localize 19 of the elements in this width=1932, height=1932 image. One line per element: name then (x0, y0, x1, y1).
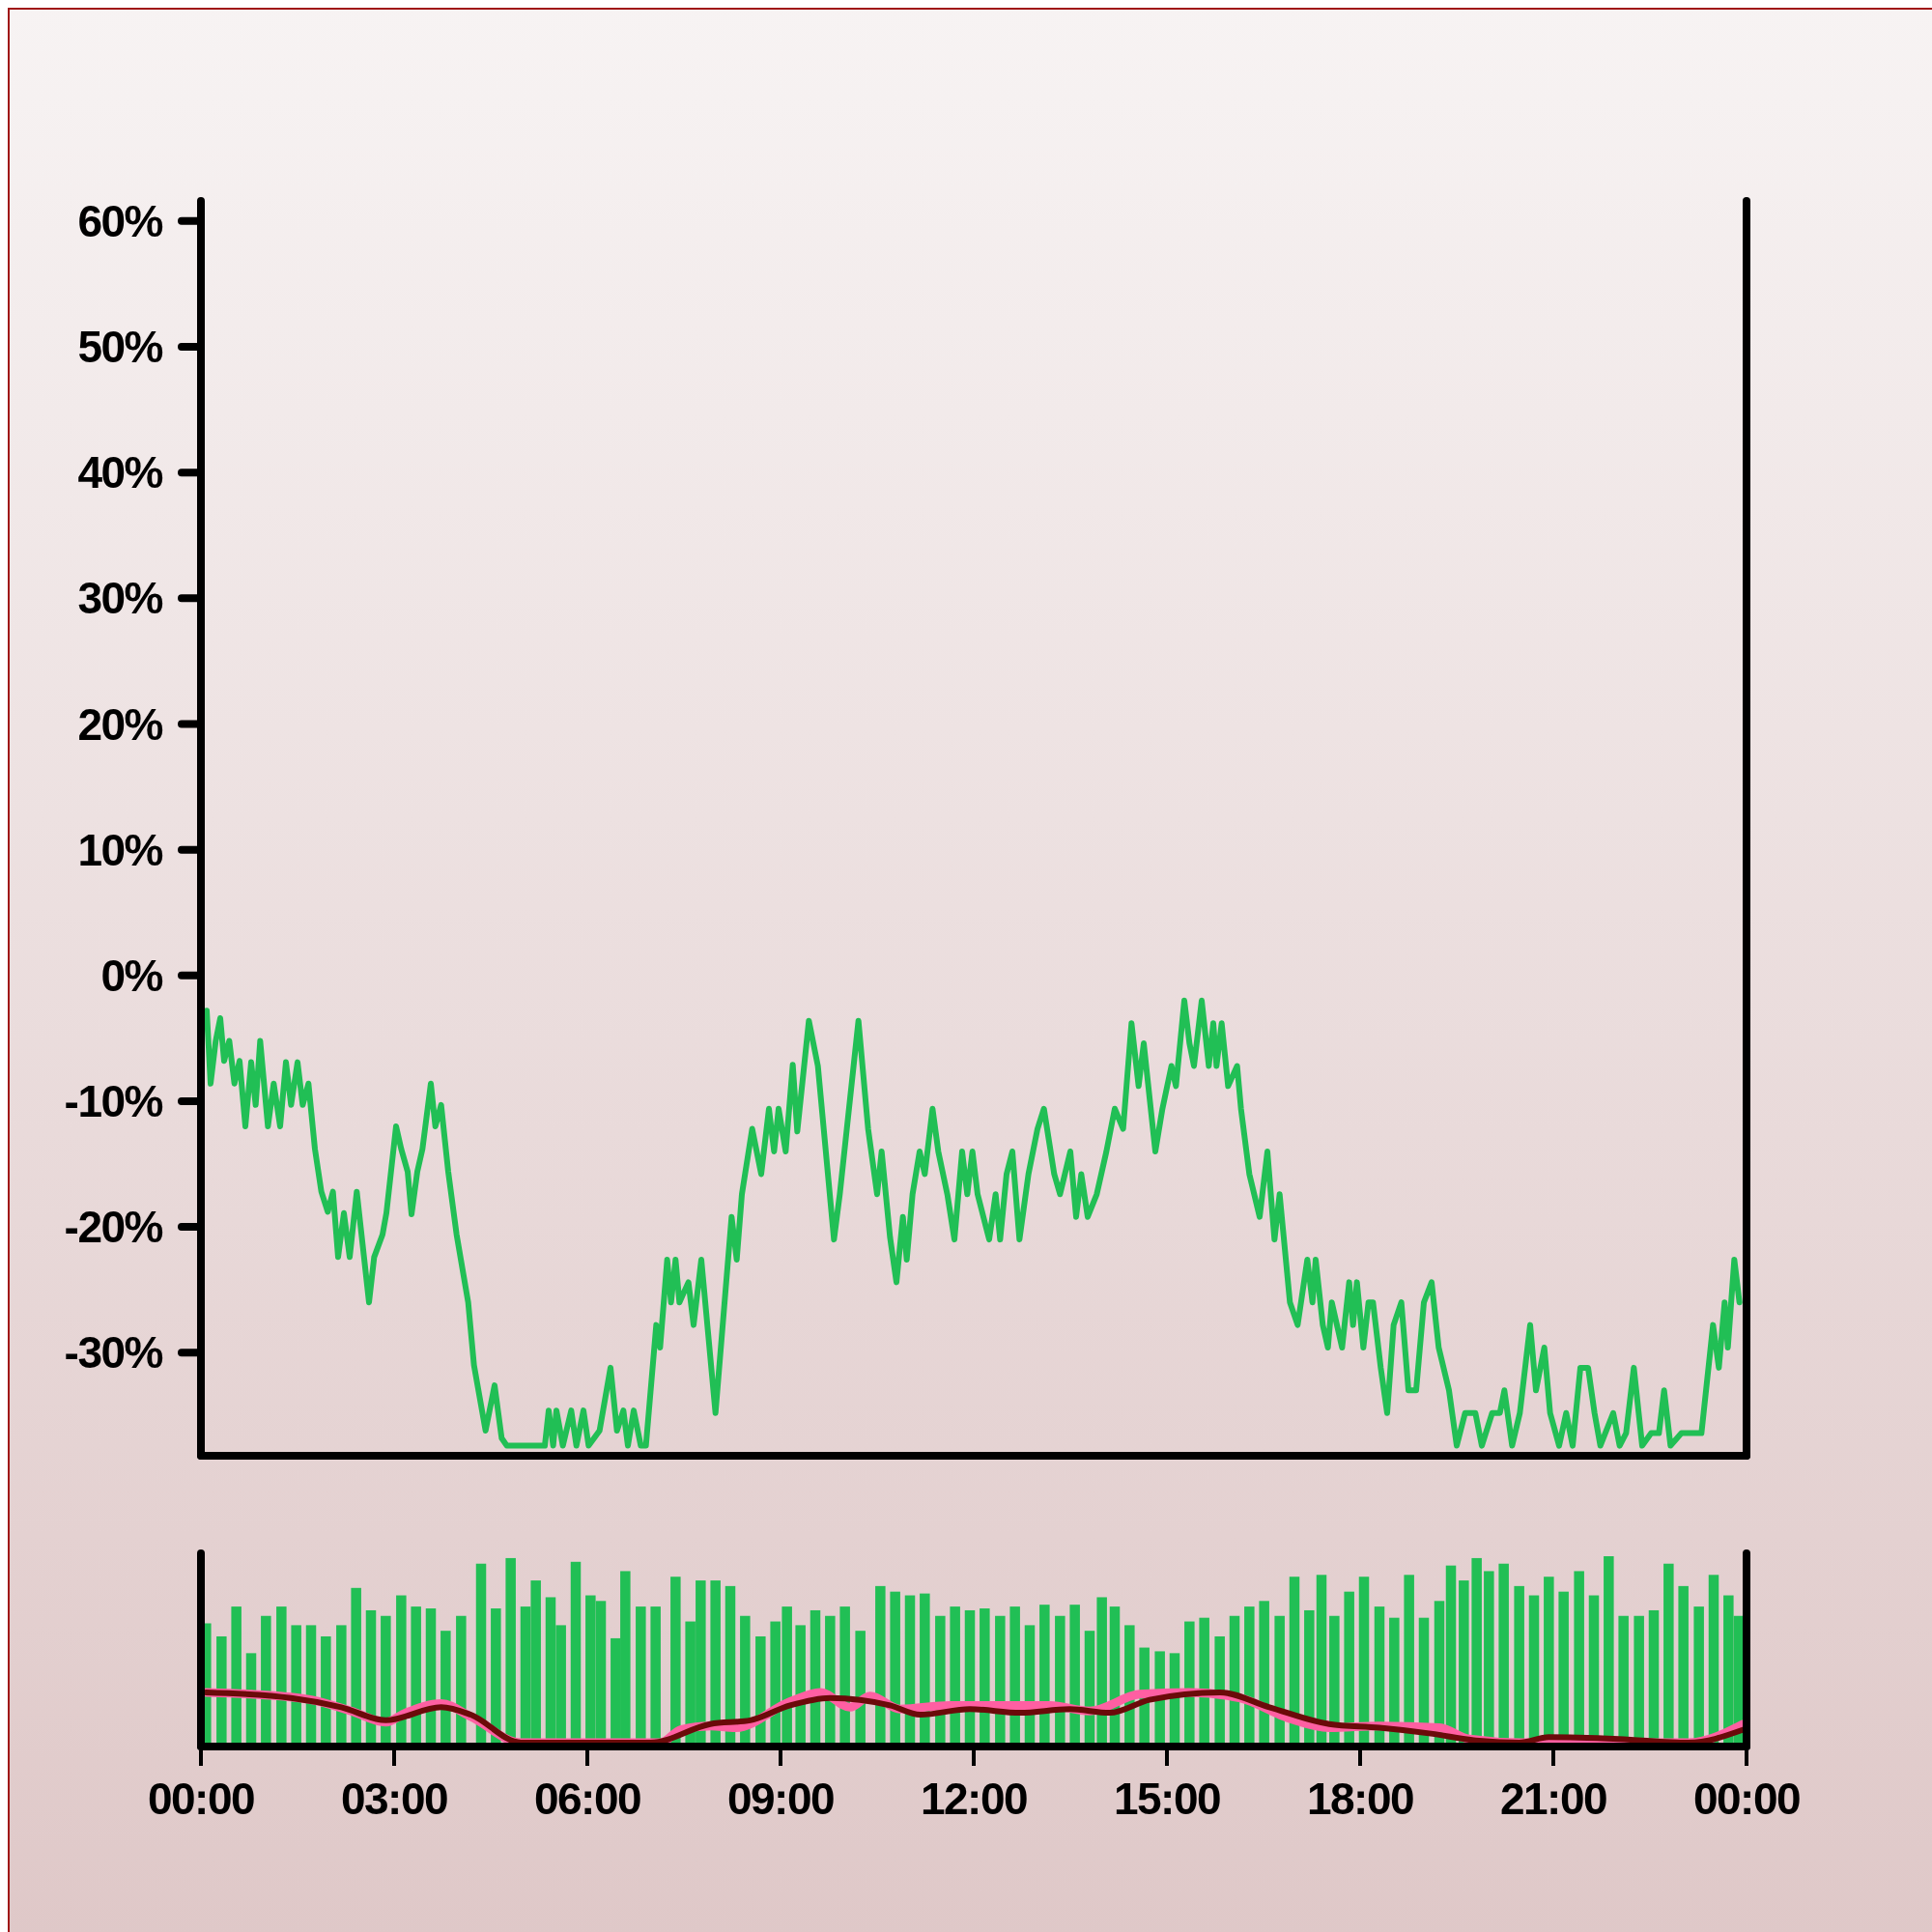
x-tick-label: 00:00 (1692, 1774, 1801, 1824)
y-tick-label: 50% (77, 322, 163, 373)
x-tick-label: 21:00 (1499, 1774, 1607, 1824)
x-tick-label: 03:00 (340, 1774, 448, 1824)
y-tick-label: -30% (64, 1327, 163, 1378)
x-tick-label: 09:00 (726, 1774, 835, 1824)
y-tick-label: 20% (77, 698, 163, 750)
x-tick-label: 15:00 (1113, 1774, 1221, 1824)
x-tick-label: 00:00 (147, 1774, 255, 1824)
y-tick-label: 60% (77, 195, 163, 246)
x-tick-label: 18:00 (1306, 1774, 1414, 1824)
x-tick-label: 06:00 (533, 1774, 641, 1824)
y-tick-label: -10% (64, 1076, 163, 1127)
y-tick-label: -20% (64, 1202, 163, 1253)
y-tick-label: 0% (100, 950, 163, 1001)
y-tick-label: 30% (77, 573, 163, 624)
x-tick-label: 12:00 (920, 1774, 1028, 1824)
y-tick-label: 10% (77, 824, 163, 875)
y-tick-label: 40% (77, 447, 163, 498)
